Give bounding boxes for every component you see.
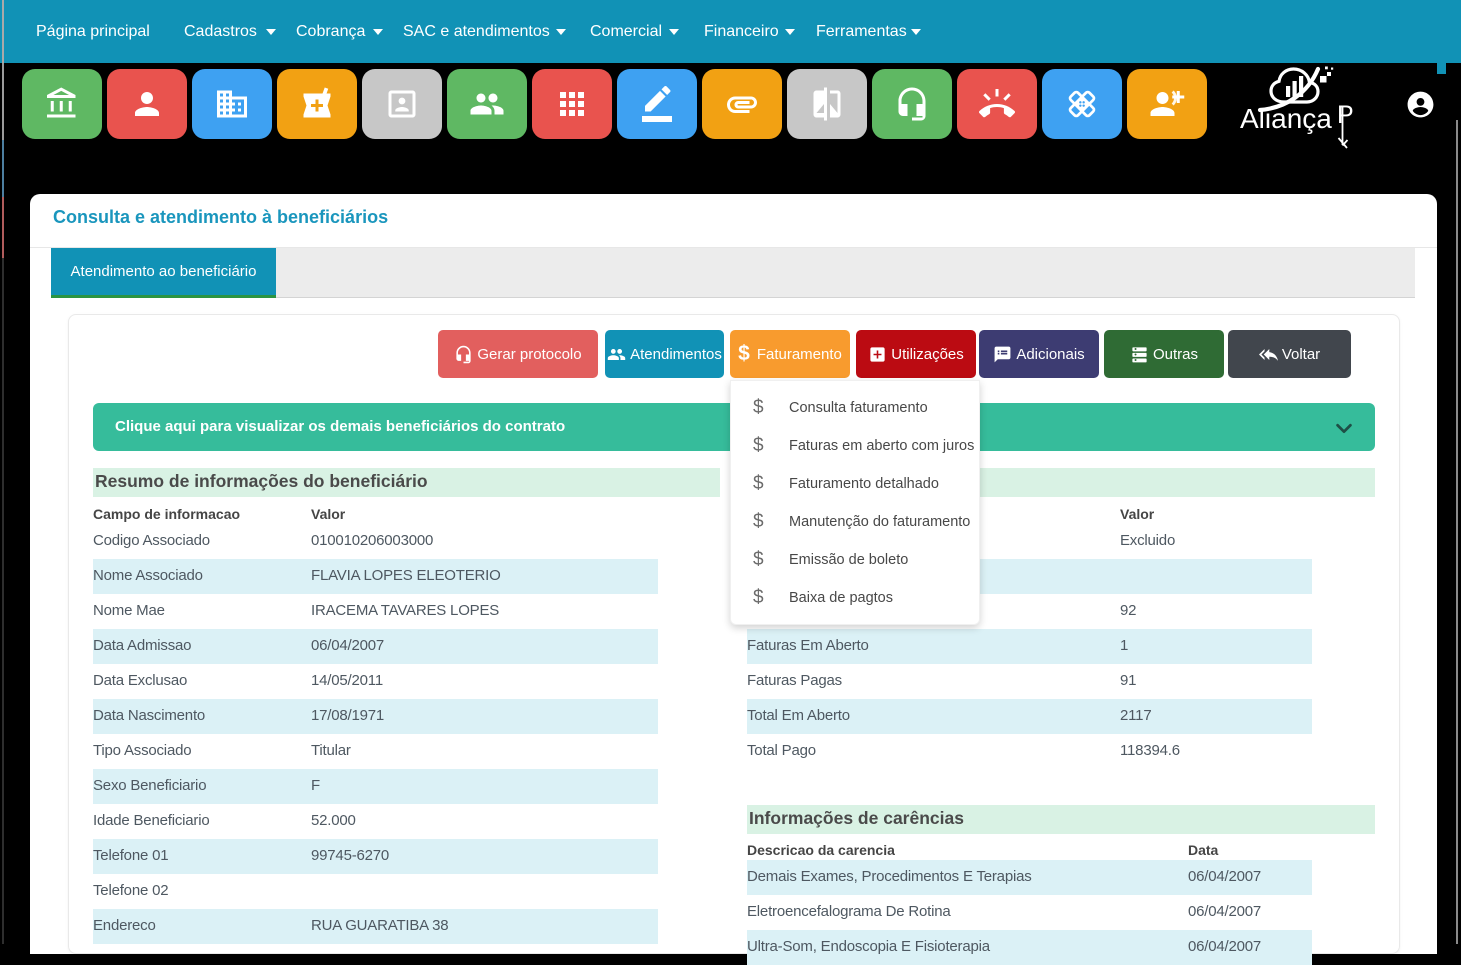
svg-text:Aliança: Aliança	[1240, 103, 1332, 134]
svg-text:P: P	[1337, 101, 1354, 129]
